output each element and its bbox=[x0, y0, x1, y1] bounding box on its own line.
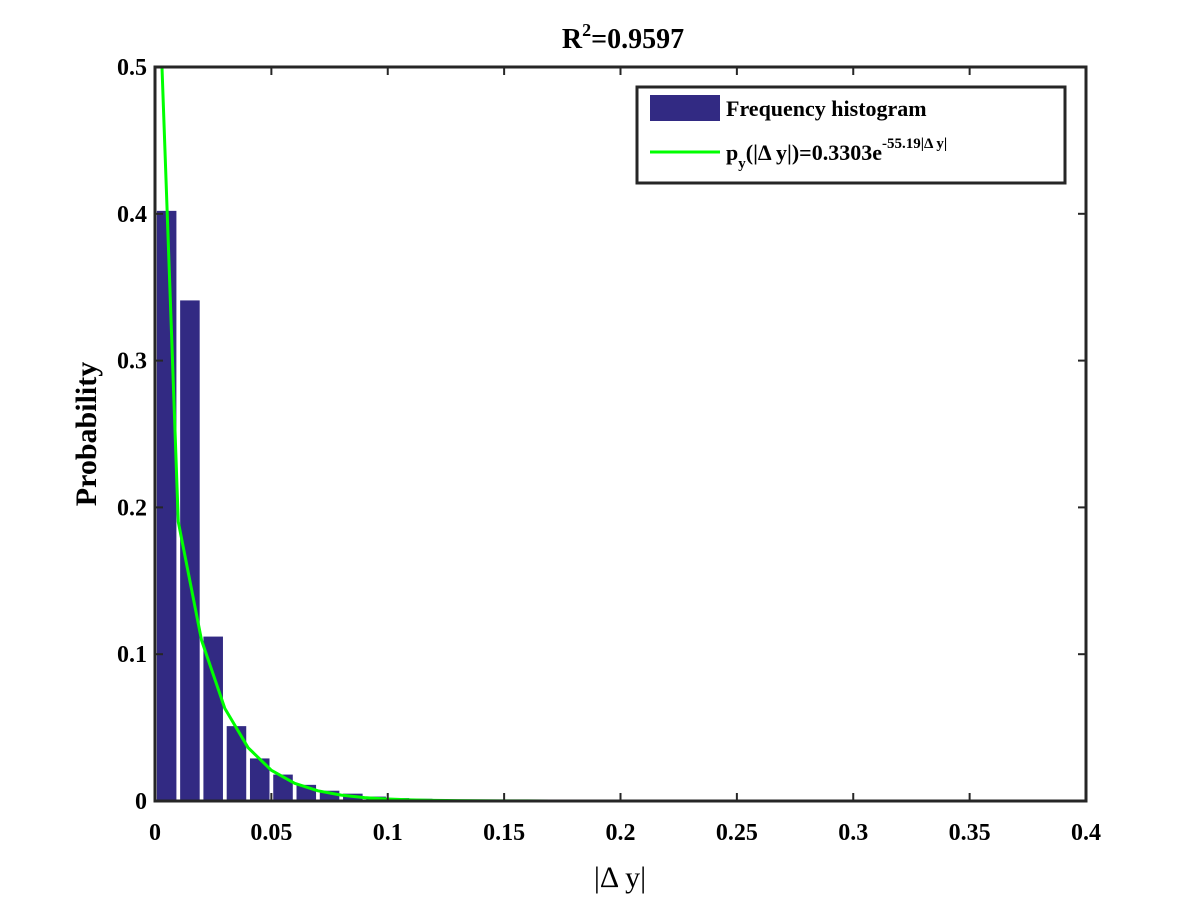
x-tick-label: 0.15 bbox=[483, 820, 525, 846]
x-tick-label: 0.4 bbox=[1071, 820, 1101, 846]
histogram-bar bbox=[203, 637, 223, 801]
y-tick-label: 0.4 bbox=[117, 202, 147, 228]
y-tick-label: 0.2 bbox=[117, 495, 147, 521]
y-tick-label: 0.1 bbox=[117, 642, 147, 668]
y-tick-label: 0.5 bbox=[117, 55, 147, 81]
legend-histogram-swatch bbox=[650, 95, 720, 121]
legend: Frequency histogram py(|Δ y|)=0.3303e-55… bbox=[637, 87, 1065, 183]
y-tick-label: 0.3 bbox=[117, 349, 147, 375]
chart-title: R2=0.9597 bbox=[562, 20, 684, 55]
x-tick-label: 0.2 bbox=[606, 820, 636, 846]
x-tick-label: 0.1 bbox=[373, 820, 403, 846]
y-axis-label: Probability bbox=[70, 362, 103, 506]
x-tick-label: 0.05 bbox=[250, 820, 292, 846]
legend-histogram-label: Frequency histogram bbox=[726, 96, 927, 121]
x-tick-label: 0.3 bbox=[838, 820, 868, 846]
histogram-bar bbox=[157, 211, 177, 801]
x-tick-label: 0 bbox=[149, 820, 161, 846]
y-tick-label: 0 bbox=[135, 789, 147, 815]
x-axis-label: |Δ y| bbox=[594, 861, 646, 894]
x-tick-label: 0.25 bbox=[716, 820, 758, 846]
x-tick-label: 0.35 bbox=[949, 820, 991, 846]
histogram-bar bbox=[273, 775, 293, 801]
histogram-bars bbox=[157, 211, 526, 801]
